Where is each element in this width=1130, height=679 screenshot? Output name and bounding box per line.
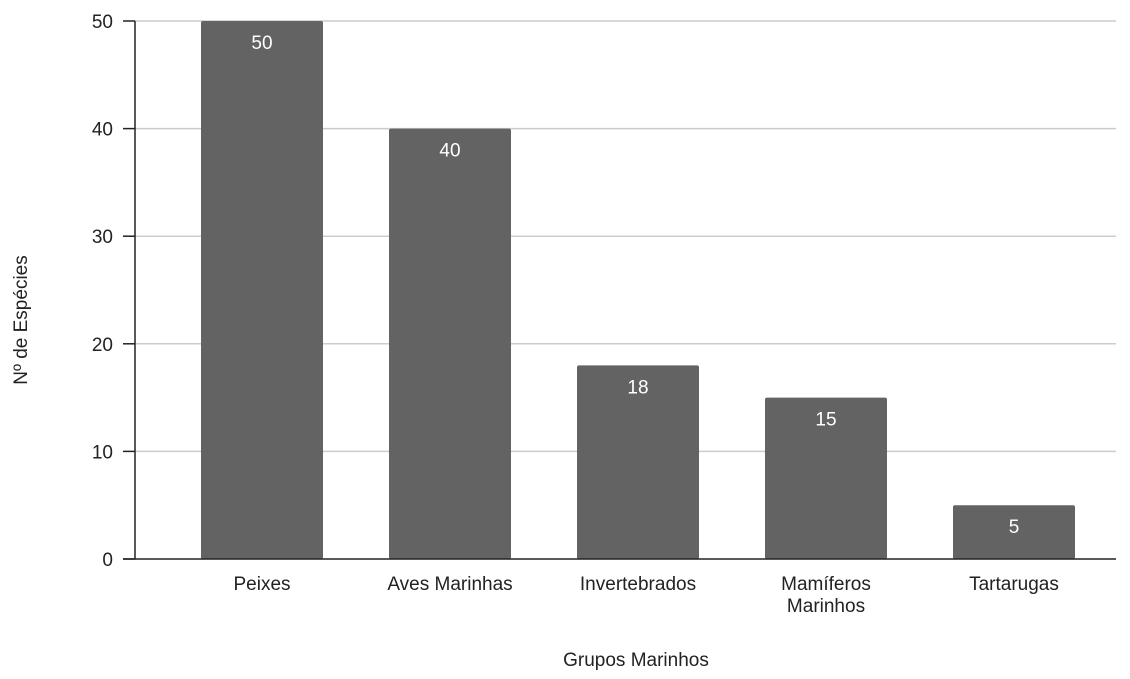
data-label: 40 [439, 141, 460, 162]
labels: 0 10 20 30 40 50 50 Peixes 40 Aves Marinhas 18 Inve… [92, 12, 1059, 617]
axes [123, 20, 1116, 560]
y-tick-label: 20 [92, 335, 113, 356]
data-label: 15 [815, 410, 836, 431]
data-label: 50 [251, 33, 272, 54]
y-tick-label: 50 [92, 12, 113, 33]
bar [577, 365, 699, 559]
y-axis-title: Nº de Espécies [11, 255, 32, 384]
data-label: 5 [1009, 517, 1020, 538]
bars [201, 21, 1075, 559]
x-tick-label: Marinhos [787, 596, 865, 617]
x-tick-label: Aves Marinhas [387, 574, 512, 595]
y-tick-label: 0 [102, 550, 113, 571]
x-axis-title: Grupos Marinhos [563, 650, 709, 671]
x-tick-label: Mamíferos [781, 574, 871, 595]
y-tick-label: 30 [92, 227, 113, 248]
bar [765, 397, 887, 559]
x-tick-label: Tartarugas [969, 574, 1059, 595]
bar [953, 505, 1075, 559]
x-tick-label: Invertebrados [580, 574, 696, 595]
bar [201, 21, 323, 559]
y-tick-label: 10 [92, 442, 113, 463]
bar [389, 128, 511, 559]
x-tick-label: Peixes [233, 574, 290, 595]
data-label: 18 [627, 377, 648, 398]
y-tick-label: 40 [92, 120, 113, 141]
